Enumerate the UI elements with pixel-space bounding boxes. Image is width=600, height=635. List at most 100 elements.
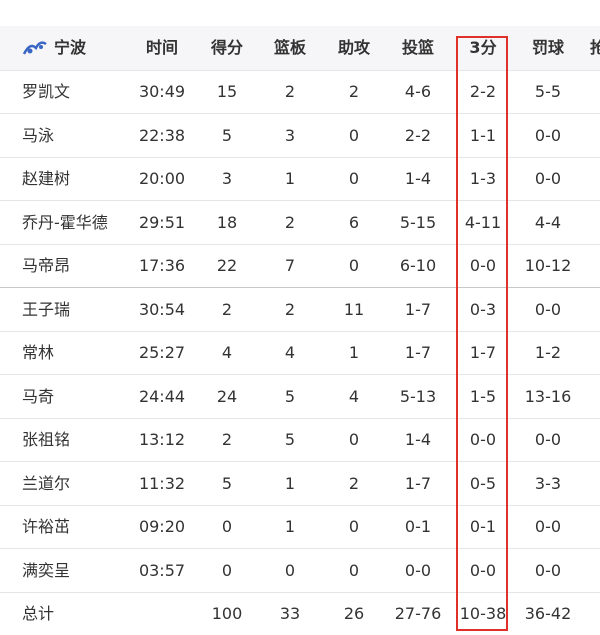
stat-cell: 0-0 — [469, 560, 497, 580]
player-name: 兰道尔 — [22, 473, 71, 493]
stat-cell: 29:51 — [138, 212, 186, 232]
stat-cell: 36-42 — [524, 604, 572, 623]
stat-cell: 2-2 — [469, 82, 497, 101]
team-name: 宁波 — [54, 38, 87, 57]
stat-cell: 4 — [221, 343, 233, 362]
stat-cell: 1 — [284, 473, 296, 493]
column-header: 得分 — [210, 38, 244, 57]
row-separator — [0, 69, 600, 71]
stat-cell: 0 — [221, 560, 233, 580]
row-separator — [0, 548, 600, 549]
stat-cell: 0-5 — [469, 473, 497, 493]
player-name: 常林 — [22, 343, 55, 362]
stat-cell: 0-1 — [404, 517, 432, 536]
column-header: 3分 — [469, 38, 497, 57]
stat-cell: 1-5 — [469, 386, 497, 406]
column-header: 罚球 — [531, 38, 565, 57]
stat-cell: 4-6 — [404, 82, 432, 101]
stat-cell: 0 — [348, 430, 360, 449]
stat-cell: 0-0 — [534, 299, 562, 319]
stat-cell: 1-7 — [404, 473, 432, 493]
stat-cell: 1-7 — [469, 343, 497, 362]
column-header: 时间 — [145, 38, 179, 57]
stat-cell: 0-0 — [534, 169, 562, 188]
row-separator — [0, 243, 600, 245]
stat-cell: 1-4 — [404, 169, 432, 188]
stat-cell: 10-38 — [459, 604, 507, 623]
column-header: 助攻 — [337, 38, 371, 57]
stat-cell: 4 — [348, 386, 360, 406]
row-separator — [0, 417, 600, 419]
stat-cell: 09:20 — [138, 517, 186, 536]
stat-cell: 0 — [348, 125, 360, 145]
stat-cell: 17:36 — [138, 256, 186, 275]
stat-cell: 2 — [221, 299, 233, 319]
stat-cell: 24 — [216, 386, 238, 406]
stat-cell: 1 — [348, 343, 360, 362]
header-row — [0, 26, 600, 70]
stat-cell: 4-4 — [534, 212, 562, 232]
stat-cell: 1-3 — [469, 169, 497, 188]
stat-cell: 1 — [284, 517, 296, 536]
stat-cell: 5-5 — [534, 82, 562, 101]
stat-cell: 0-0 — [534, 560, 562, 580]
stat-cell: 7 — [284, 256, 296, 275]
player-name: 总计 — [22, 604, 55, 623]
player-name: 乔丹-霍华德 — [22, 212, 108, 232]
player-name: 张祖铭 — [22, 430, 71, 449]
team-logo — [22, 41, 47, 55]
stat-cell: 100 — [211, 604, 243, 623]
stat-cell: 0-0 — [469, 256, 497, 275]
stat-cell: 0 — [348, 560, 360, 580]
row-separator — [0, 113, 600, 114]
row-separator — [0, 461, 600, 462]
row-separator — [0, 156, 600, 158]
stat-cell: 0-1 — [469, 517, 497, 536]
stat-cell: 1-2 — [534, 343, 562, 362]
stat-cell: 18 — [216, 212, 238, 232]
stat-cell: 2 — [284, 212, 296, 232]
stat-cell: 5 — [221, 125, 233, 145]
stat-cell: 2 — [284, 82, 296, 101]
stat-cell: 22:38 — [138, 125, 186, 145]
stat-cell: 5 — [221, 473, 233, 493]
player-name: 满奕呈 — [22, 560, 71, 580]
column-header: 篮板 — [273, 38, 307, 57]
stat-cell: 0-0 — [534, 517, 562, 536]
row-separator — [0, 330, 600, 332]
stat-cell: 25:27 — [138, 343, 186, 362]
stat-cell: 4-11 — [464, 212, 502, 232]
stat-cell: 13:12 — [138, 430, 186, 449]
stat-cell: 33 — [279, 604, 301, 623]
stat-cell: 20:00 — [138, 169, 186, 188]
stat-cell: 0 — [348, 517, 360, 536]
stat-cell: 5-13 — [399, 386, 437, 406]
stat-cell: 0 — [348, 256, 360, 275]
stat-cell: 0-0 — [469, 430, 497, 449]
stat-cell: 24:44 — [138, 386, 186, 406]
stat-cell: 1-7 — [404, 343, 432, 362]
row-separator — [0, 287, 600, 288]
stat-cell: 30:49 — [138, 82, 186, 101]
stat-cell: 2-2 — [404, 125, 432, 145]
stat-cell: 1-4 — [404, 430, 432, 449]
stat-cell: 5 — [284, 430, 296, 449]
stat-cell: 2 — [348, 82, 360, 101]
stat-cell: 0-3 — [469, 299, 497, 319]
stat-cell: 2 — [348, 473, 360, 493]
stat-cell: 1-7 — [404, 299, 432, 319]
stat-cell: 0 — [221, 517, 233, 536]
player-name: 罗凯文 — [22, 82, 71, 101]
stat-cell: 03:57 — [138, 560, 186, 580]
stat-cell: 10-12 — [524, 256, 572, 275]
stat-cell: 3 — [284, 125, 296, 145]
stat-cell: 0 — [284, 560, 296, 580]
stat-cell: 1-1 — [469, 125, 497, 145]
player-name: 赵建树 — [22, 169, 71, 188]
stat-cell: 26 — [343, 604, 365, 623]
player-name: 马奇 — [22, 386, 55, 406]
stat-cell: 22 — [216, 256, 238, 275]
stat-cell: 4 — [284, 343, 296, 362]
row-separator — [0, 374, 600, 375]
